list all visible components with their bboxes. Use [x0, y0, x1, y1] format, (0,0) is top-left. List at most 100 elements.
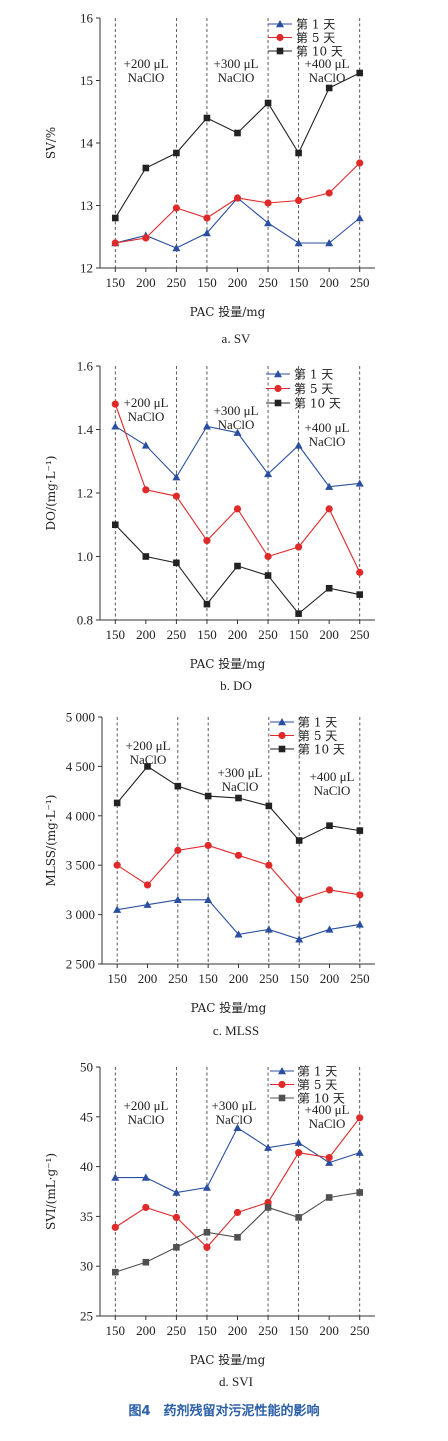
x-tick-label: 150	[197, 275, 217, 290]
data-point	[143, 881, 152, 889]
series-line	[115, 1126, 360, 1194]
data-point	[203, 600, 211, 608]
data-point	[172, 1188, 181, 1196]
y-tick-label: 1.0	[77, 549, 93, 564]
x-tick-label: 200	[136, 627, 156, 642]
dosage-annotation-reagent: NaClO	[128, 70, 165, 85]
x-tick-label: 150	[106, 275, 126, 290]
legend-marker	[276, 20, 284, 28]
dosage-annotation: +300 μL	[214, 56, 259, 71]
legend-label: 第 5 天	[298, 729, 337, 743]
data-point	[142, 164, 150, 172]
data-point	[172, 492, 180, 500]
data-point	[356, 591, 364, 598]
legend-marker	[278, 1067, 286, 1075]
x-tick-label: 250	[350, 275, 370, 290]
y-tick-label: 13	[80, 198, 93, 213]
y-tick-label: 4 000	[66, 808, 95, 823]
legend-entry: 第 1 天	[270, 1065, 337, 1079]
dosage-annotation-reagent: NaClO	[309, 434, 346, 449]
data-point	[142, 1203, 150, 1212]
dosage-annotation: +200 μL	[124, 1098, 169, 1113]
x-tick-label: 250	[350, 971, 370, 986]
x-tick-label: 150	[289, 627, 309, 642]
data-point	[113, 861, 121, 869]
data-point	[234, 1234, 241, 1241]
panel-caption: a. SV	[222, 331, 252, 346]
dosage-annotation: +200 μL	[124, 395, 169, 410]
legend-label: 第 1 天	[298, 1065, 337, 1079]
data-point	[233, 1208, 242, 1217]
data-point	[294, 441, 303, 449]
data-point	[235, 794, 242, 802]
data-point	[172, 244, 181, 252]
data-point	[173, 1243, 180, 1251]
x-tick-label: 200	[319, 627, 339, 642]
data-point	[356, 827, 364, 834]
x-tick-label: 150	[107, 971, 127, 986]
data-point	[141, 1173, 150, 1181]
data-point	[325, 886, 334, 894]
data-point	[142, 553, 150, 560]
figure-caption: 图4 药剂残留对污泥性能的影响	[128, 1404, 320, 1419]
data-point	[204, 895, 213, 903]
x-tick-label: 200	[136, 1323, 156, 1338]
y-axis-label: DO/(mg·L⁻¹)	[44, 456, 58, 531]
data-point	[295, 196, 303, 205]
data-point	[264, 925, 273, 933]
data-point	[141, 441, 150, 449]
legend-label: 第 1 天	[294, 368, 333, 382]
data-point	[172, 204, 180, 212]
data-point	[111, 521, 119, 529]
x-tick-label: 150	[289, 1323, 309, 1338]
data-point	[172, 1213, 180, 1221]
data-point	[111, 239, 119, 247]
y-tick-label: 0.8	[77, 613, 93, 628]
data-point	[113, 905, 122, 913]
series-2	[111, 1114, 364, 1251]
data-point	[203, 1243, 211, 1251]
data-point	[355, 479, 364, 487]
data-point	[202, 229, 211, 237]
data-point	[325, 1194, 333, 1201]
data-point	[143, 900, 152, 908]
data-point	[295, 1149, 303, 1157]
data-point	[325, 925, 334, 933]
panel-caption: c. MLSS	[213, 1023, 259, 1038]
data-point	[326, 822, 333, 829]
x-tick-label: 250	[350, 627, 370, 642]
dosage-annotation: +400 μL	[305, 56, 350, 71]
x-tick-label: 200	[320, 971, 340, 986]
legend-label: 第 10 天	[298, 1092, 345, 1106]
legend-entry: 第 5 天	[270, 729, 337, 743]
legend-marker	[274, 384, 282, 393]
data-point	[203, 114, 211, 122]
legend-entry: 第 10 天	[270, 1092, 345, 1106]
dosage-annotation: +400 μL	[305, 420, 350, 435]
data-point	[265, 861, 273, 869]
legend-entry: 第 5 天	[266, 382, 333, 396]
series-line	[115, 197, 361, 249]
legend-label: 第 1 天	[298, 716, 337, 730]
x-tick-label: 150	[106, 627, 126, 642]
dosage-annotation: +300 μL	[214, 403, 259, 418]
data-point	[174, 782, 182, 790]
data-point	[355, 214, 364, 222]
legend-label: 第 5 天	[296, 31, 335, 45]
y-tick-label: 1.2	[77, 486, 93, 501]
x-tick-label: 250	[168, 971, 188, 986]
series-2	[111, 159, 364, 247]
chart-panel-2: 0.8 1.0 1.2 1.4 1.6 150 200 250 150 200 250 150 200 2…	[44, 359, 375, 693]
legend-label: 第 10 天	[296, 45, 343, 59]
data-point	[113, 799, 121, 807]
y-tick-label: 15	[80, 73, 93, 88]
series-3	[113, 763, 364, 844]
data-point	[111, 1223, 119, 1231]
dosage-annotation-reagent: NaClO	[128, 409, 165, 424]
data-point	[111, 1173, 120, 1181]
series-line	[115, 162, 361, 244]
data-point	[356, 568, 364, 576]
legend-label: 第 5 天	[294, 382, 333, 396]
